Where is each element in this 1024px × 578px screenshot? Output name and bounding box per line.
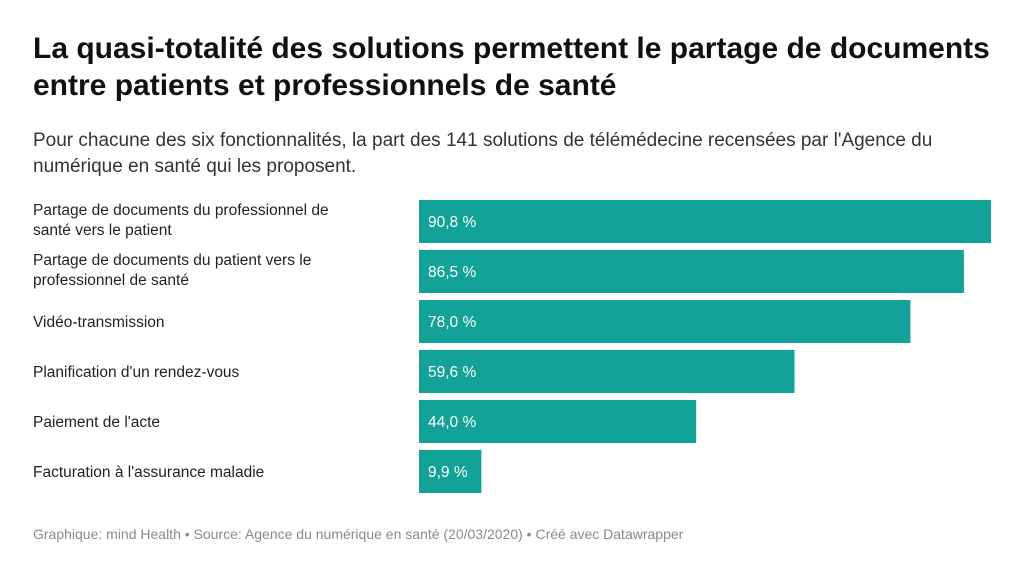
- bar: [419, 400, 697, 443]
- category-label: Partage de documents du patient vers le p…: [33, 252, 311, 289]
- bar: [419, 300, 911, 343]
- value-label: 90,8 %: [428, 214, 476, 231]
- value-label: 86,5 %: [428, 264, 476, 281]
- category-label: Partage de documents du professionnel de…: [33, 202, 329, 239]
- chart-title: La quasi-totalité des solutions permette…: [33, 32, 990, 102]
- bar: [419, 250, 964, 293]
- value-label: 78,0 %: [428, 314, 476, 331]
- bar: [419, 200, 991, 243]
- chart-footer: Graphique: mind Health • Source: Agence …: [33, 526, 684, 542]
- chart-subtitle: Pour chacune des six fonctionnalités, la…: [33, 130, 933, 177]
- category-label: Planification d'un rendez-vous: [33, 364, 240, 381]
- category-label: Facturation à l'assurance maladie: [33, 464, 264, 481]
- bar: [419, 350, 795, 393]
- value-label: 59,6 %: [428, 364, 476, 381]
- value-label: 44,0 %: [428, 414, 476, 431]
- bar: [419, 450, 482, 493]
- value-label: 9,9 %: [428, 464, 468, 481]
- category-label: Paiement de l'acte: [33, 414, 160, 431]
- category-label: Vidéo-transmission: [33, 314, 165, 331]
